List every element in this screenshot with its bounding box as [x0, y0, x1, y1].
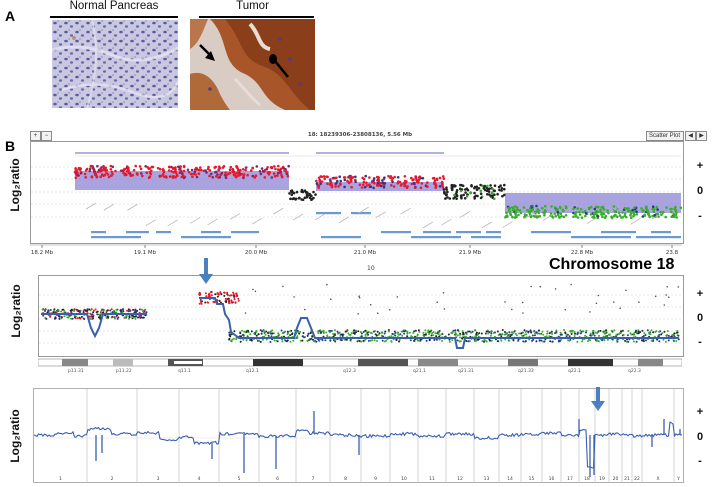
- top-axis-label-6: 23.8: [666, 250, 679, 256]
- genome-wide-plot: 1 2 3 4 5 6 7 8 9 10 11 12 13 14 15 16 17 18 19 20 21 22 X Y: [33, 388, 684, 483]
- band-label-5: q21.1: [413, 368, 426, 373]
- band-label-1: p11.22: [116, 368, 132, 373]
- chromosome-label-9: 9: [374, 476, 377, 482]
- zoom-out-button[interactable]: −: [41, 131, 52, 141]
- chromosome-label-20: 20: [613, 476, 619, 482]
- scroll-right-button[interactable]: ▶: [696, 131, 707, 141]
- chromosome-label-4: 4: [198, 476, 201, 482]
- gene-annotation-bars: [91, 212, 681, 239]
- band-label-8: q22.1: [568, 368, 581, 373]
- top-tick-plus: +: [696, 160, 704, 172]
- top-axis-label-3: 21.0 Mb: [354, 250, 377, 256]
- normal-pancreas-micrograph: [52, 20, 178, 108]
- chromosome-label-22: 22: [634, 476, 640, 482]
- chromosome-label-17: 17: [567, 476, 573, 482]
- zoom-in-button[interactable]: +: [30, 131, 41, 141]
- panel-b-letter: B: [5, 138, 16, 154]
- chromosome-label-14: 14: [507, 476, 513, 482]
- chromosome-18-title: Chromosome 18: [549, 256, 675, 273]
- panel-a-letter: A: [5, 8, 16, 24]
- scroll-left-button[interactable]: ◀: [685, 131, 696, 141]
- band-label-3: q12.1: [246, 368, 259, 373]
- scale-label: 10: [367, 265, 375, 272]
- normal-title-underline: [50, 16, 178, 18]
- chromosome-label-19: 19: [599, 476, 605, 482]
- genome-tick-plus: +: [696, 406, 704, 418]
- top-x-axis: 18.2 Mb 19.1 Mb 20.0 Mb 21.0 Mb 21.9 Mb 22.8 …: [30, 243, 682, 256]
- tumor-micrograph: [190, 19, 315, 110]
- normal-pancreas-title: Normal Pancreas: [69, 0, 159, 12]
- tumor-title-underline: [199, 16, 314, 18]
- band-label-2: q11.1: [178, 368, 191, 373]
- genome-spikes: [95, 411, 681, 477]
- chromosome-18-plot: [38, 275, 684, 357]
- chromosome-label-13: 13: [484, 476, 490, 482]
- top-tick-zero: 0: [696, 185, 704, 197]
- chromosome-label-15: 15: [529, 476, 535, 482]
- genome-tick-minus: -: [698, 455, 702, 467]
- chr18-y-ticks: + 0 -: [686, 275, 716, 355]
- gain-points-1: [73, 164, 291, 180]
- chromosome-label-1: 1: [59, 476, 62, 482]
- chromosome-label-21: 21: [624, 476, 630, 482]
- chromosome-18-svg: [39, 283, 683, 349]
- top-y-ticks: + 0 -: [686, 141, 716, 241]
- gene-label-marks: [85, 202, 663, 229]
- chr18-tick-minus: -: [698, 336, 702, 348]
- chromosome-label-Y: Y: [676, 476, 680, 482]
- neutral-points-2: [442, 183, 506, 201]
- loss-points: [504, 204, 683, 220]
- chromosome-label-6: 6: [276, 476, 279, 482]
- band-label-7: q21.33: [518, 368, 534, 373]
- chromosome-label-16: 16: [549, 476, 555, 482]
- chr18-segment-line: [41, 297, 679, 349]
- top-axis-label-2: 20.0 Mb: [245, 250, 268, 256]
- band-label-0: p11.31: [68, 368, 84, 373]
- tumor-title: Tumor: [236, 0, 269, 12]
- chromosome-label-8: 8: [344, 476, 347, 482]
- chromosome-labels: 1 2 3 4 5 6 7 8 9 10 11 12 13 14 15 16 17 18 19 20 21 22 X Y: [59, 476, 680, 482]
- chromosome-label-12: 12: [457, 476, 463, 482]
- genome-y-ticks: + 0 -: [686, 388, 716, 481]
- band-label-4: q12.3: [343, 368, 356, 373]
- neutral-points-1: [288, 188, 317, 201]
- band-label-9: q22.3: [628, 368, 641, 373]
- view-mode-select[interactable]: Scatter Plot ▾: [646, 131, 684, 147]
- chromosome-label-X: X: [656, 476, 659, 482]
- chromosome-label-10: 10: [401, 476, 407, 482]
- gain-points-2: [315, 174, 446, 190]
- chromosome-label-5: 5: [238, 476, 241, 482]
- zoomed-region-svg: [31, 152, 683, 239]
- top-y-axis-label: Log₂ratio: [8, 158, 22, 212]
- chromosome-label-3: 3: [157, 476, 160, 482]
- top-tick-minus: -: [698, 210, 702, 222]
- genome-tick-zero: 0: [696, 431, 704, 443]
- top-axis-label-1: 19.1 Mb: [134, 250, 157, 256]
- genome-segment-line: [33, 421, 683, 469]
- chr18-y-axis-label: Log₂ratio: [9, 284, 23, 338]
- chromosome-label-2: 2: [111, 476, 114, 482]
- genome-wide-svg: 1 2 3 4 5 6 7 8 9 10 11 12 13 14 15 16 17 18 19 20 21 22 X Y: [33, 389, 683, 482]
- top-axis-label-5: 22.8 Mb: [571, 250, 594, 256]
- chr18-tick-zero: 0: [696, 312, 704, 324]
- top-axis-label-4: 21.9 Mb: [459, 250, 482, 256]
- region-title: 18: 18239306-23808136, 5.56 Mb: [307, 132, 413, 138]
- chromosome-ideogram: p11.31 p11.22 q11.1 q12.1 q12.3 q21.1 q21.31 q2…: [37, 357, 683, 374]
- genome-y-axis-label: Log₂ratio: [8, 409, 22, 463]
- chromosome-label-7: 7: [312, 476, 315, 482]
- chromosome-label-11: 11: [429, 476, 435, 482]
- chromosome-label-18: 18: [584, 476, 590, 482]
- chr18-tick-plus: +: [696, 288, 704, 300]
- zoomed-region-plot: [30, 141, 684, 244]
- band-label-6: q21.31: [458, 368, 474, 373]
- top-axis-label-0: 18.2 Mb: [31, 250, 54, 256]
